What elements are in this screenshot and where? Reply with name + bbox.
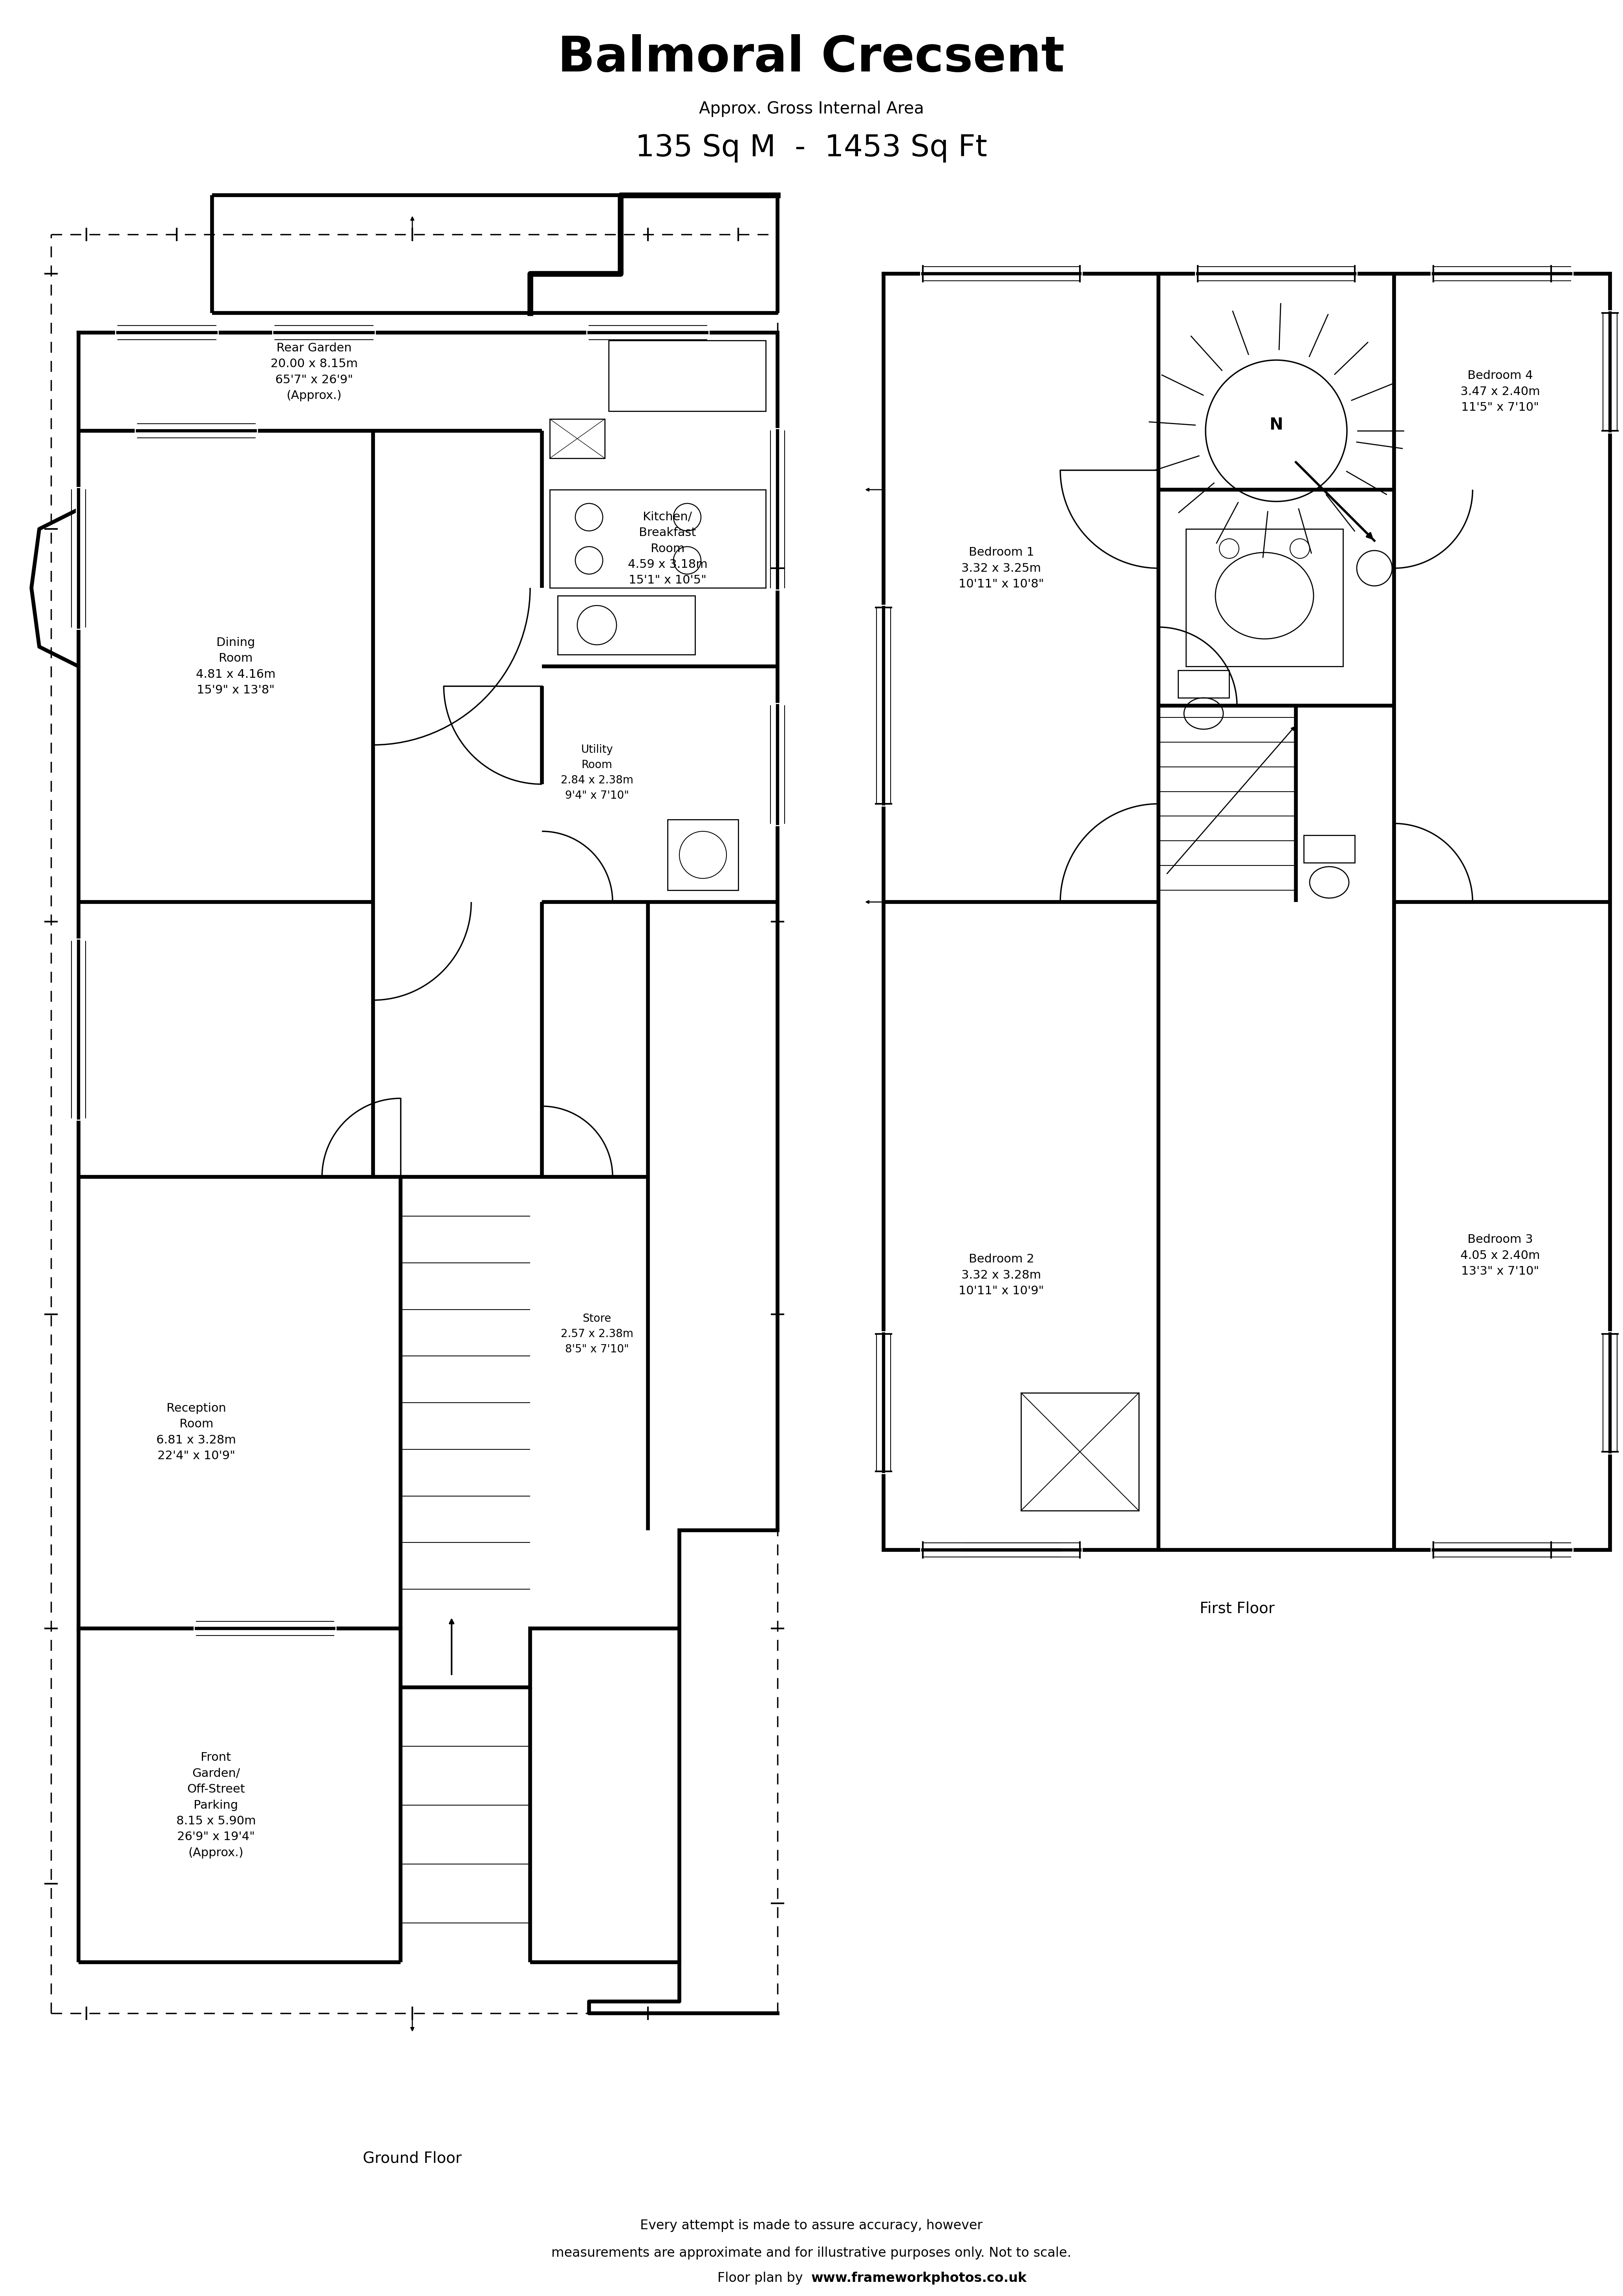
Text: First Floor: First Floor xyxy=(1199,1600,1274,1616)
Text: measurements are approximate and for illustrative purposes only. Not to scale.: measurements are approximate and for ill… xyxy=(552,2245,1071,2259)
Polygon shape xyxy=(78,333,777,1688)
Polygon shape xyxy=(213,195,777,312)
Bar xyxy=(550,489,766,588)
Text: Approx. Gross Internal Area: Approx. Gross Internal Area xyxy=(700,101,923,117)
Bar xyxy=(1186,528,1342,666)
Bar xyxy=(1303,836,1355,863)
Bar xyxy=(1021,1394,1139,1511)
Text: Rear Garden
20.00 x 8.15m
65'7" x 26'9"
(Approx.): Rear Garden 20.00 x 8.15m 65'7" x 26'9" … xyxy=(271,342,357,402)
Text: Bedroom 2
3.32 x 3.28m
10'11" x 10'9": Bedroom 2 3.32 x 3.28m 10'11" x 10'9" xyxy=(959,1254,1044,1297)
Text: Dining
Room
4.81 x 4.16m
15'9" x 13'8": Dining Room 4.81 x 4.16m 15'9" x 13'8" xyxy=(196,636,276,696)
Text: Every attempt is made to assure accuracy, however: Every attempt is made to assure accuracy… xyxy=(639,2218,982,2232)
Text: Floor plan by: Floor plan by xyxy=(717,2271,812,2285)
Text: Bedroom 3
4.05 x 2.40m
13'3" x 7'10": Bedroom 3 4.05 x 2.40m 13'3" x 7'10" xyxy=(1461,1233,1540,1277)
Text: www.frameworkphotos.co.uk: www.frameworkphotos.co.uk xyxy=(812,2271,1027,2285)
Text: Bedroom 4
3.47 x 2.40m
11'5" x 7'10": Bedroom 4 3.47 x 2.40m 11'5" x 7'10" xyxy=(1461,370,1540,413)
Text: Store
2.57 x 2.38m
8'5" x 7'10": Store 2.57 x 2.38m 8'5" x 7'10" xyxy=(560,1313,633,1355)
Bar xyxy=(609,340,766,411)
Text: Utility
Room
2.84 x 2.38m
9'4" x 7'10": Utility Room 2.84 x 2.38m 9'4" x 7'10" xyxy=(560,744,633,801)
Text: Balmoral Crecsent: Balmoral Crecsent xyxy=(558,34,1065,80)
Text: Front
Garden/
Off-Street
Parking
8.15 x 5.90m
26'9" x 19'4"
(Approx.): Front Garden/ Off-Street Parking 8.15 x … xyxy=(177,1752,256,1857)
Bar xyxy=(667,820,738,891)
Text: N: N xyxy=(1269,416,1284,434)
Bar xyxy=(1178,670,1229,698)
Text: Reception
Room
6.81 x 3.28m
22'4" x 10'9": Reception Room 6.81 x 3.28m 22'4" x 10'9… xyxy=(156,1403,237,1463)
Text: Ground Floor: Ground Floor xyxy=(364,2151,463,2165)
Text: 135 Sq M  -  1453 Sq Ft: 135 Sq M - 1453 Sq Ft xyxy=(635,133,987,163)
Polygon shape xyxy=(31,510,78,666)
Bar xyxy=(558,595,695,654)
Text: Kitchen/
Breakfast
Room
4.59 x 3.18m
15'1" x 10'5": Kitchen/ Breakfast Room 4.59 x 3.18m 15'… xyxy=(628,512,708,585)
Bar xyxy=(550,418,605,459)
Text: Bedroom 1
3.32 x 3.25m
10'11" x 10'8": Bedroom 1 3.32 x 3.25m 10'11" x 10'8" xyxy=(959,546,1044,590)
Polygon shape xyxy=(883,273,1610,1550)
